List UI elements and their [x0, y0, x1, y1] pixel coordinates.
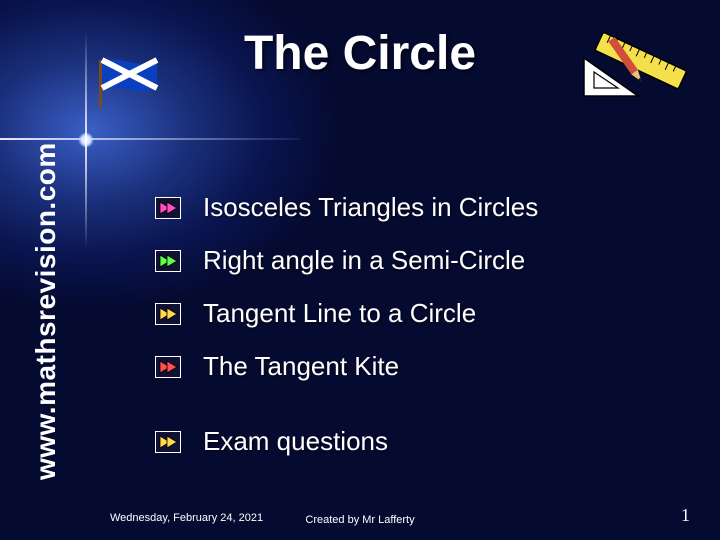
- footer-date: Wednesday, February 24, 2021: [110, 512, 270, 526]
- topic-label: Right angle in a Semi-Circle: [203, 245, 525, 276]
- arrow-bullet-icon: [155, 431, 181, 453]
- footer-page-number: 1: [681, 505, 690, 526]
- arrow-bullet-icon: [155, 356, 181, 378]
- topic-row[interactable]: Exam questions: [155, 426, 538, 457]
- math-tools-icon: [564, 22, 694, 112]
- topic-row[interactable]: The Tangent Kite: [155, 351, 538, 382]
- topic-row[interactable]: Isosceles Triangles in Circles: [155, 192, 538, 223]
- footer-credit: Created by Mr Lafferty: [305, 514, 414, 526]
- slide-footer: Wednesday, February 24, 2021 Created by …: [0, 512, 720, 526]
- scotland-flag-icon: [95, 56, 167, 108]
- topic-label: Tangent Line to a Circle: [203, 298, 476, 329]
- topic-label: Isosceles Triangles in Circles: [203, 192, 538, 223]
- arrow-bullet-icon: [155, 197, 181, 219]
- topic-row[interactable]: Right angle in a Semi-Circle: [155, 245, 538, 276]
- topics-list: Isosceles Triangles in Circles Right angl…: [155, 192, 538, 457]
- arrow-bullet-icon: [155, 303, 181, 325]
- topic-label: Exam questions: [203, 426, 388, 457]
- topic-row[interactable]: Tangent Line to a Circle: [155, 298, 538, 329]
- arrow-bullet-icon: [155, 250, 181, 272]
- topic-label: The Tangent Kite: [203, 351, 399, 382]
- website-label: www.mathsrevision.com: [30, 142, 62, 480]
